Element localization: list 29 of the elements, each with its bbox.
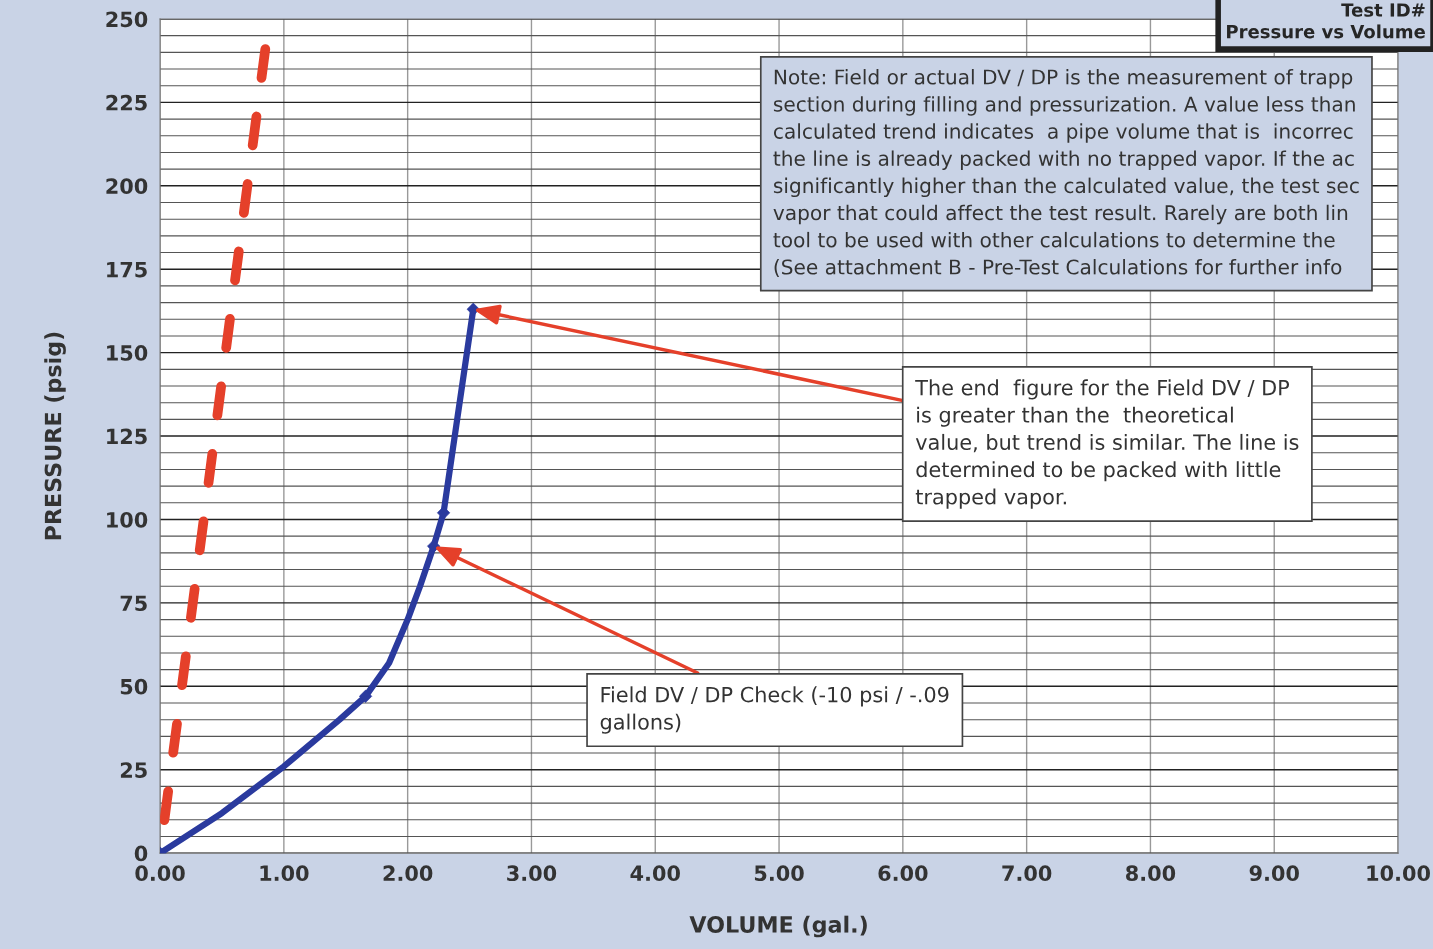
- x-tick-label: 6.00: [878, 865, 928, 882]
- x-axis-title: VOLUME (gal.): [689, 915, 867, 938]
- x-tick-label: 8.00: [1126, 865, 1176, 882]
- x-tick-label: 7.00: [1002, 865, 1052, 882]
- annotation: The end figure for the Field DV / DP is greater than the theoretical value, but trend is similar. The line is determined to be packed with little trapped vapor.: [915, 379, 1299, 509]
- x-tick-label: 2.00: [383, 865, 433, 882]
- annotation: Field DV / DP Check (-10 psi / -.09 gallons): [600, 686, 949, 734]
- x-tick-label: 9.00: [1249, 865, 1299, 882]
- chart-title: Test ID#: [1341, 3, 1425, 17]
- y-tick-label: 175: [107, 261, 147, 278]
- y-tick-label: 50: [120, 678, 148, 695]
- x-tick-label: 10.00: [1367, 865, 1430, 882]
- y-tick-label: 25: [120, 762, 147, 778]
- x-tick-label: 1.00: [260, 865, 309, 882]
- x-tick-label: 0.00: [135, 865, 185, 882]
- x-tick-label: 5.00: [754, 865, 804, 882]
- chart-subtitle: Pressure vs Volume: [1227, 24, 1425, 39]
- y-tick-label: 0: [134, 845, 148, 862]
- y-tick-label: 100: [107, 511, 148, 528]
- y-tick-label: 125: [107, 428, 147, 445]
- annotation: Note: Field or actual DV / DP is the measurement of trapp section during filling and pressurization. A value less than calculated trend indicates a pipe volume that is incorrec the line is already packed with no trapped vapor. If the ac significantly higher than the calculated value, the test sec vapor that could affect the test result. Rarely are both lin tool to be used with other calculations to determine the (See attachment B - Pre-Test Calculations for further info: [773, 69, 1359, 277]
- y-tick-label: 150: [107, 345, 148, 361]
- y-tick-label: 250: [106, 11, 148, 28]
- y-tick-label: 200: [106, 178, 148, 195]
- y-tick-label: 75: [120, 595, 147, 612]
- y-axis-title: PRESSURE (psig): [44, 332, 66, 540]
- x-tick-label: 4.00: [630, 865, 680, 882]
- x-tick-label: 3.00: [507, 865, 557, 882]
- y-tick-label: 225: [106, 94, 147, 111]
